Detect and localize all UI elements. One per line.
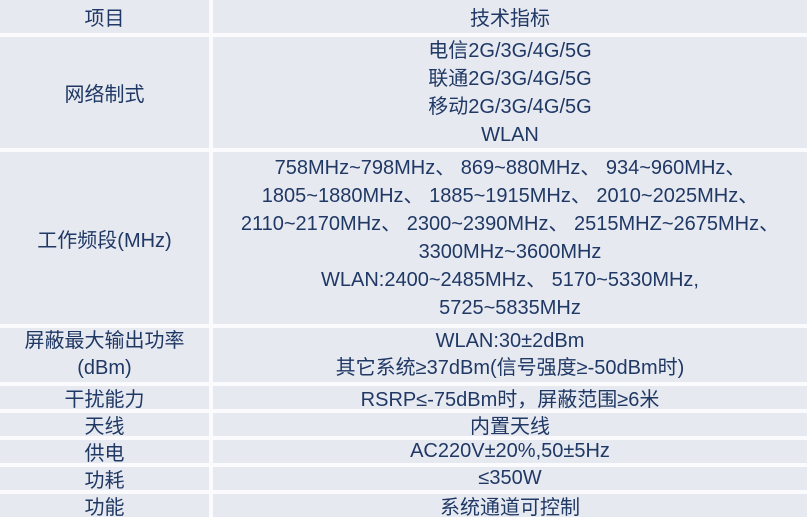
- header-cell-item: 项目: [0, 0, 209, 33]
- table-row-function: 功能 系统通道可控制: [0, 494, 807, 517]
- spec-line: 758MHz~798MHz、 869~880MHz、 934~960MHz、: [274, 157, 746, 179]
- table-row-power-supply: 供电 AC220V±20%,50±5Hz: [0, 440, 807, 463]
- item-cell: 功耗: [0, 467, 209, 490]
- spec-line: 其它系统≥37dBm(信号强度≥-50dBm时): [335, 357, 685, 379]
- spec-line: 3300MHz~3600MHz: [418, 241, 602, 263]
- spec-line: RSRP≤-75dBm时，屏蔽范围≥6米: [360, 389, 660, 409]
- item-label: 功能: [84, 497, 125, 517]
- spec-line: 电信2G/3G/4G/5G: [428, 39, 592, 62]
- item-cell: 干扰能力: [0, 386, 209, 409]
- spec-line: AC220V±20%,50±5Hz: [410, 440, 610, 462]
- item-label: 工作频段(MHz): [37, 229, 172, 252]
- spec-line: 系统通道可控制: [440, 497, 580, 517]
- spec-cell: 758MHz~798MHz、 869~880MHz、 934~960MHz、 1…: [213, 152, 807, 324]
- spec-cell: WLAN:30±2dBm 其它系统≥37dBm(信号强度≥-50dBm时): [213, 328, 807, 382]
- spec-cell: 内置天线: [213, 413, 807, 436]
- header-cell-spec: 技术指标: [213, 0, 807, 33]
- header-item-label: 项目: [84, 8, 125, 30]
- spec-cell: AC220V±20%,50±5Hz: [213, 440, 807, 463]
- spec-cell: RSRP≤-75dBm时，屏蔽范围≥6米: [213, 386, 807, 409]
- spec-line: 移动2G/3G/4G/5G: [428, 95, 592, 118]
- spec-line: 1805~1880MHz、 1885~1915MHz、 2010~2025MHz…: [261, 185, 759, 207]
- spec-line: 5725~5835MHz: [439, 297, 581, 319]
- item-label-line: 屏蔽最大输出功率: [24, 330, 185, 352]
- spec-line: 内置天线: [470, 416, 550, 436]
- table-row-power-consumption: 功耗 ≤350W: [0, 467, 807, 490]
- table-header-row: 项目 技术指标: [0, 0, 807, 33]
- table-row-interference: 干扰能力 RSRP≤-75dBm时，屏蔽范围≥6米: [0, 386, 807, 409]
- header-spec-label: 技术指标: [470, 8, 550, 30]
- item-cell: 网络制式: [0, 37, 209, 148]
- spec-cell: ≤350W: [213, 467, 807, 490]
- item-label-line: (dBm): [77, 357, 132, 379]
- item-label: 干扰能力: [64, 389, 145, 409]
- item-label: 功耗: [84, 470, 125, 490]
- spec-cell: 系统通道可控制: [213, 494, 807, 517]
- spec-line: 2110~2170MHz、 2300~2390MHz、 2515MHZ~2675…: [240, 213, 780, 235]
- table-row-frequency-bands: 工作频段(MHz) 758MHz~798MHz、 869~880MHz、 934…: [0, 152, 807, 324]
- spec-line: 联通2G/3G/4G/5G: [428, 67, 592, 90]
- table-row-network-standard: 网络制式 电信2G/3G/4G/5G 联通2G/3G/4G/5G 移动2G/3G…: [0, 37, 807, 148]
- item-cell: 天线: [0, 413, 209, 436]
- spec-cell: 电信2G/3G/4G/5G 联通2G/3G/4G/5G 移动2G/3G/4G/5…: [213, 37, 807, 148]
- item-cell: 工作频段(MHz): [0, 152, 209, 324]
- spec-line: WLAN:2400~2485MHz、 5170~5330MHz,: [321, 269, 699, 291]
- item-label: 网络制式: [64, 84, 145, 106]
- item-label: 供电: [84, 443, 125, 463]
- table-row-antenna: 天线 内置天线: [0, 413, 807, 436]
- spec-line: ≤350W: [478, 467, 542, 489]
- table-row-max-output-power: 屏蔽最大输出功率 (dBm) WLAN:30±2dBm 其它系统≥37dBm(信…: [0, 328, 807, 382]
- item-label: 天线: [84, 416, 125, 436]
- spec-line: WLAN: [481, 123, 539, 146]
- item-cell: 供电: [0, 440, 209, 463]
- item-cell: 功能: [0, 494, 209, 517]
- item-cell: 屏蔽最大输出功率 (dBm): [0, 328, 209, 382]
- spec-line: WLAN:30±2dBm: [435, 330, 585, 352]
